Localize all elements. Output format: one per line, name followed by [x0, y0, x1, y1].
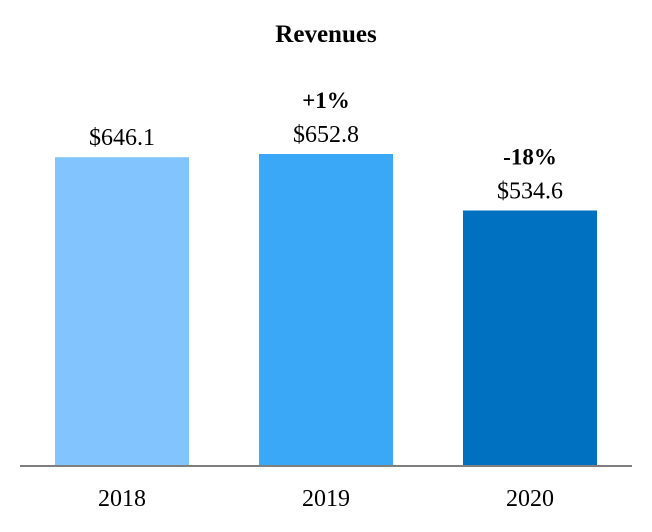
bar-2018 [55, 157, 189, 466]
x-tick-2018: 2018 [98, 486, 146, 512]
value-label-2018: $646.1 [89, 125, 155, 151]
labels-layer: $646.1 $652.8 +1% $534.6 -18% [89, 88, 563, 204]
change-label-2020: -18% [503, 144, 557, 169]
bar-2020 [463, 210, 597, 466]
x-tick-2019: 2019 [302, 486, 350, 512]
change-label-2019: +1% [302, 88, 350, 113]
bar-2019 [259, 154, 393, 466]
chart-title: Revenues [275, 21, 377, 48]
bars-layer [55, 154, 597, 466]
value-label-2020: $534.6 [497, 178, 563, 204]
x-tick-2020: 2020 [506, 486, 554, 512]
value-label-2019: $652.8 [293, 122, 359, 148]
x-tick-labels: 2018 2019 2020 [98, 486, 554, 512]
